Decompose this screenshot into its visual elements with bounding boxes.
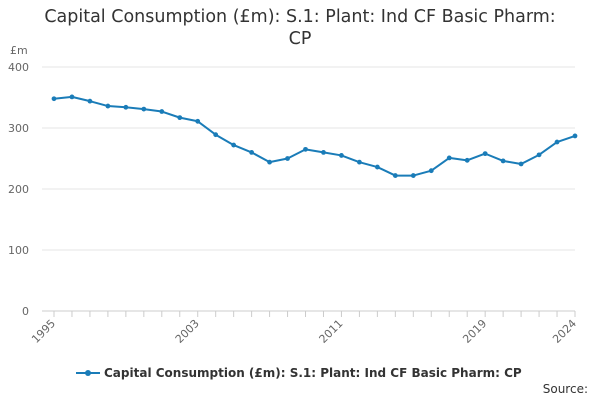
x-tick-label: 2003 xyxy=(173,317,202,346)
series-lines xyxy=(53,95,576,177)
data-point[interactable] xyxy=(572,133,578,139)
data-point[interactable] xyxy=(177,115,183,121)
y-tick-label: 0 xyxy=(22,305,29,318)
data-point[interactable] xyxy=(69,94,75,100)
data-point[interactable] xyxy=(303,146,308,152)
data-point[interactable] xyxy=(410,173,416,178)
data-point[interactable] xyxy=(141,106,147,112)
data-point[interactable] xyxy=(213,132,219,138)
data-point[interactable] xyxy=(446,155,452,161)
data-point[interactable] xyxy=(159,109,165,114)
y-tick-label: 300 xyxy=(8,122,29,135)
data-point[interactable] xyxy=(87,98,93,104)
y-tick-label: 200 xyxy=(8,183,29,196)
axes xyxy=(53,311,576,317)
data-point[interactable] xyxy=(357,159,362,165)
data-point[interactable] xyxy=(123,104,129,110)
data-point[interactable] xyxy=(554,139,560,145)
data-point[interactable] xyxy=(105,103,111,109)
data-point[interactable] xyxy=(249,150,255,155)
data-point[interactable] xyxy=(231,142,237,148)
tick-labels: 0 100 200 300 400 1995 2003 2011 2019 2024 xyxy=(8,61,579,346)
legend-swatch xyxy=(76,370,100,376)
legend-label: Capital Consumption (£m): S.1: Plant: In… xyxy=(104,366,522,380)
x-tick-label: 1995 xyxy=(29,317,58,346)
data-point[interactable] xyxy=(500,158,506,164)
data-point[interactable] xyxy=(321,150,326,155)
x-tick-label: 2011 xyxy=(317,317,346,346)
data-point[interactable] xyxy=(374,164,380,170)
y-axis-unit-label: £m xyxy=(10,44,28,57)
data-point[interactable] xyxy=(518,161,524,167)
grid-lines xyxy=(42,66,575,312)
chart-title-line-1: Capital Consumption (£m): S.1: Plant: In… xyxy=(44,7,556,27)
x-tick-label: 2019 xyxy=(460,317,489,346)
x-tick-label: 2024 xyxy=(550,317,579,346)
source-label: Source: xyxy=(542,382,588,396)
data-point[interactable] xyxy=(392,173,398,178)
legend[interactable]: Capital Consumption (£m): S.1: Plant: In… xyxy=(76,366,522,380)
data-point[interactable] xyxy=(267,159,272,165)
data-point[interactable] xyxy=(285,156,290,161)
data-point[interactable] xyxy=(339,153,344,158)
chart-title: Capital Consumption (£m): S.1: Plant: In… xyxy=(0,6,600,50)
data-point[interactable] xyxy=(51,96,57,102)
data-point[interactable] xyxy=(482,151,488,157)
series-line xyxy=(53,95,576,177)
y-tick-label: 400 xyxy=(8,61,29,74)
y-tick-label: 100 xyxy=(8,244,29,257)
chart-title-line-2: CP xyxy=(288,29,312,49)
data-point[interactable] xyxy=(195,118,201,124)
data-point[interactable] xyxy=(428,168,434,174)
series-points xyxy=(51,94,578,178)
data-point[interactable] xyxy=(464,157,470,163)
data-point[interactable] xyxy=(536,152,542,158)
